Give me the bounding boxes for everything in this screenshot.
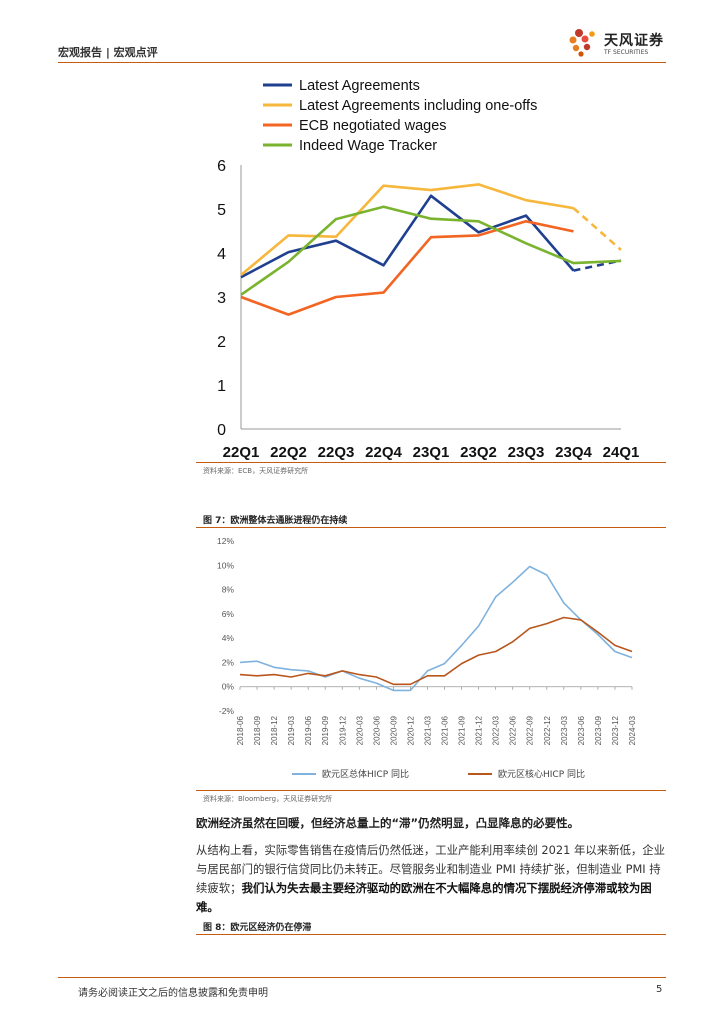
y-tick-label: 0 xyxy=(217,422,226,439)
series-line-3 xyxy=(240,205,622,296)
x-tick-label: 2020-12 xyxy=(406,715,415,745)
x-tick-label: 2021-03 xyxy=(423,715,432,745)
figure-7-title: 图 7：欧洲整体去通胀进程仍在持续 xyxy=(203,516,348,526)
x-tick-label: 2019-03 xyxy=(287,715,296,745)
source-note-2: 资料来源：Bloomberg，天风证券研究所 xyxy=(203,795,333,803)
legend-label-2: ECB negotiated wages xyxy=(299,118,447,134)
page-number: 5 xyxy=(656,984,663,995)
x-tick-label: 2024-03 xyxy=(628,715,637,745)
x-tick-label: 23Q1 xyxy=(413,444,450,461)
figure-7-divider xyxy=(196,527,666,528)
paragraph-body-text: 从结构上看，实际零售销售在疫情后仍然低迷，工业产能利用率续创 2021 年以来新… xyxy=(196,843,666,895)
x-tick-label: 2023-09 xyxy=(594,715,603,745)
y-tick-label: 8% xyxy=(222,585,235,595)
wage-growth-chart: Latest Agreements Latest Agreements inclu… xyxy=(217,78,640,461)
y-tick-label: 4 xyxy=(217,246,226,263)
x-tick-label: 2022-03 xyxy=(492,715,501,745)
y-tick-label: 4% xyxy=(222,633,235,643)
x-tick-label: 22Q3 xyxy=(318,444,355,461)
legend-label-1: Latest Agreements including one-offs xyxy=(299,98,537,114)
legend-label-1: 欧元区核心HICP 同比 xyxy=(498,768,585,780)
x-tick-label: 2018-09 xyxy=(253,715,262,745)
paragraph-headline: 欧洲经济虽然在回暖，但经济总量上的“滞”仍然明显，凸显降息的必要性。 xyxy=(196,816,580,830)
x-tick-label: 2021-09 xyxy=(458,715,467,745)
x-tick-label: 2019-09 xyxy=(321,715,330,745)
series-line-2 xyxy=(240,220,574,316)
x-tick-label: 23Q2 xyxy=(460,444,497,461)
legend-label-0: Latest Agreements xyxy=(299,78,420,94)
figure-8-divider xyxy=(196,934,666,935)
x-tick-label: 2022-09 xyxy=(526,715,535,745)
y-tick-label: 0% xyxy=(222,682,235,692)
x-tick-label: 22Q2 xyxy=(270,444,307,461)
source-divider-2 xyxy=(196,790,666,791)
x-tick-label: 2023-12 xyxy=(611,715,620,745)
y-tick-label: 12% xyxy=(217,536,234,546)
y-tick-label: 2 xyxy=(217,334,226,351)
footer-divider xyxy=(58,977,666,978)
logo-text-cn: 天风证券 xyxy=(604,33,664,49)
source-note-1: 资料来源：ECB，天风证券研究所 xyxy=(203,467,309,475)
x-tick-label: 2020-06 xyxy=(372,715,381,745)
series-line-0 xyxy=(239,565,633,692)
x-tick-label: 2020-03 xyxy=(355,715,364,745)
logo-text-en: TF SECURITIES xyxy=(604,49,649,56)
x-tick-label: 22Q1 xyxy=(223,444,260,461)
y-tick-label: 6% xyxy=(222,609,235,619)
series-line-0 xyxy=(240,194,575,279)
source-divider-1 xyxy=(196,462,666,463)
x-tick-label: 2018-12 xyxy=(270,715,279,745)
y-tick-label: 3 xyxy=(217,290,226,307)
y-tick-label: 1 xyxy=(217,378,226,395)
x-tick-label: 2021-06 xyxy=(441,715,450,745)
legend-label-0: 欧元区总体HICP 同比 xyxy=(322,768,409,780)
y-tick-label: 6 xyxy=(217,158,226,175)
x-tick-label: 2020-09 xyxy=(389,715,398,745)
footer-disclaimer: 请务必阅读正文之后的信息披露和免责申明 xyxy=(78,988,268,999)
report-category: 宏观报告 | 宏观点评 xyxy=(58,46,158,59)
legend-label-3: Indeed Wage Tracker xyxy=(299,138,437,154)
y-tick-label: 5 xyxy=(217,202,226,219)
hicp-chart: -2% 0% 2% 4% 6% 8% 10% 12% 2018-06 2018-09 2018-12… xyxy=(217,536,637,780)
x-tick-label: 2019-12 xyxy=(338,715,347,745)
y-tick-label: 2% xyxy=(222,657,235,667)
series-line-dashed-1 xyxy=(572,207,622,251)
header-divider xyxy=(58,62,666,63)
x-tick-label: 2022-12 xyxy=(543,715,552,745)
x-tick-label: 22Q4 xyxy=(365,444,402,461)
paragraph-emphasis: 我们认为失去最主要经济驱动的欧洲在不大幅降息的情况下摆脱经济停滞或较为困难。 xyxy=(196,881,652,914)
series-line-1 xyxy=(239,616,633,686)
x-tick-label: 2018-06 xyxy=(236,715,245,745)
logo-flower-icon xyxy=(569,29,595,57)
figure-8-title: 图 8：欧元区经济仍在停滞 xyxy=(203,923,312,933)
x-tick-label: 2023-03 xyxy=(560,715,569,745)
x-tick-label: 2021-12 xyxy=(475,715,484,745)
x-tick-label: 2019-06 xyxy=(304,715,313,745)
y-tick-label: 10% xyxy=(217,560,234,570)
y-tick-label: -2% xyxy=(219,706,235,716)
paragraph-body: 从结构上看，实际零售销售在疫情后仍然低迷，工业产能利用率续创 2021 年以来新… xyxy=(196,841,670,917)
x-tick-label: 2022-06 xyxy=(509,715,518,745)
x-tick-label: 23Q3 xyxy=(508,444,545,461)
x-tick-label: 2023-06 xyxy=(577,715,586,745)
series-line-1 xyxy=(240,183,574,276)
x-tick-label: 23Q4 xyxy=(555,444,592,461)
x-tick-label: 24Q1 xyxy=(603,444,640,461)
